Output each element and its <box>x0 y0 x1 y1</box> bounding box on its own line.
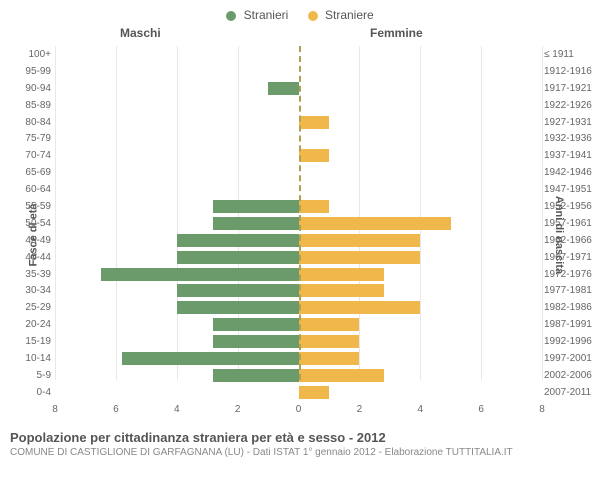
age-label: 0-4 <box>15 387 51 398</box>
bar-male <box>177 301 299 314</box>
bar-female <box>299 217 451 230</box>
x-tick: 6 <box>478 404 484 415</box>
plot-area: Fasce di età Anni di nascita 100+≤ 19119… <box>0 46 600 424</box>
gridline <box>542 46 543 380</box>
bar-female <box>299 386 329 399</box>
bar-male <box>213 200 298 213</box>
column-headers: Maschi Femmine <box>0 26 600 44</box>
pyramid-row: 0-42007-2011 <box>55 384 542 401</box>
bar-female <box>299 116 329 129</box>
x-tick: 2 <box>357 404 363 415</box>
bar-male <box>177 234 299 247</box>
year-label: 1917-1921 <box>544 83 598 94</box>
legend-swatch-male <box>226 11 236 21</box>
year-label: 1922-1926 <box>544 100 598 111</box>
x-tick: 0 <box>296 404 302 415</box>
footer-subtitle: COMUNE DI CASTIGLIONE DI GARFAGNANA (LU)… <box>10 447 590 458</box>
bar-female <box>299 284 384 297</box>
year-label: 1952-1956 <box>544 201 598 212</box>
age-label: 35-39 <box>15 269 51 280</box>
bar-female <box>299 369 384 382</box>
x-axis: 8 6 4 2 0 2 4 6 8 <box>55 404 542 424</box>
age-label: 30-34 <box>15 285 51 296</box>
year-label: 1977-1981 <box>544 285 598 296</box>
legend-item-female: Straniere <box>308 8 374 22</box>
bar-male <box>177 251 299 264</box>
x-tick: 6 <box>113 404 119 415</box>
x-tick: 4 <box>417 404 423 415</box>
year-label: 1912-1916 <box>544 66 598 77</box>
bar-female <box>299 149 329 162</box>
chart-footer: Popolazione per cittadinanza straniera p… <box>0 424 600 458</box>
year-label: 1997-2001 <box>544 353 598 364</box>
rows-container: 100+≤ 191195-991912-191690-941917-192185… <box>55 46 542 402</box>
age-label: 85-89 <box>15 100 51 111</box>
legend-label-male: Stranieri <box>244 8 289 22</box>
bar-female <box>299 200 329 213</box>
bar-female <box>299 301 421 314</box>
x-tick: 8 <box>52 404 58 415</box>
header-male: Maschi <box>120 26 161 40</box>
age-label: 50-54 <box>15 218 51 229</box>
center-line <box>299 46 301 380</box>
year-label: 1957-1961 <box>544 218 598 229</box>
legend-swatch-female <box>308 11 318 21</box>
bar-male <box>213 318 298 331</box>
age-label: 80-84 <box>15 117 51 128</box>
year-label: 1972-1976 <box>544 269 598 280</box>
bar-male <box>268 82 298 95</box>
bar-female <box>299 352 360 365</box>
year-label: ≤ 1911 <box>544 49 598 60</box>
legend: Stranieri Straniere <box>0 0 600 26</box>
legend-label-female: Straniere <box>325 8 374 22</box>
bar-female <box>299 234 421 247</box>
year-label: 1932-1936 <box>544 133 598 144</box>
bar-male <box>213 369 298 382</box>
age-label: 45-49 <box>15 235 51 246</box>
age-label: 20-24 <box>15 319 51 330</box>
age-label: 5-9 <box>15 370 51 381</box>
bar-female <box>299 335 360 348</box>
year-label: 1962-1966 <box>544 235 598 246</box>
footer-title: Popolazione per cittadinanza straniera p… <box>10 430 590 445</box>
age-label: 25-29 <box>15 302 51 313</box>
population-pyramid-chart: Stranieri Straniere Maschi Femmine Fasce… <box>0 0 600 500</box>
bar-male <box>101 268 299 281</box>
x-tick: 8 <box>539 404 545 415</box>
age-label: 55-59 <box>15 201 51 212</box>
bar-female <box>299 251 421 264</box>
x-tick: 2 <box>235 404 241 415</box>
year-label: 1927-1931 <box>544 117 598 128</box>
bar-female <box>299 268 384 281</box>
bar-male <box>213 217 298 230</box>
bar-male <box>177 284 299 297</box>
year-label: 1947-1951 <box>544 184 598 195</box>
age-label: 75-79 <box>15 133 51 144</box>
age-label: 15-19 <box>15 336 51 347</box>
legend-item-male: Stranieri <box>226 8 288 22</box>
bar-male <box>213 335 298 348</box>
x-tick: 4 <box>174 404 180 415</box>
header-female: Femmine <box>370 26 423 40</box>
age-label: 90-94 <box>15 83 51 94</box>
year-label: 1982-1986 <box>544 302 598 313</box>
year-label: 1942-1946 <box>544 167 598 178</box>
year-label: 1987-1991 <box>544 319 598 330</box>
year-label: 2002-2006 <box>544 370 598 381</box>
age-label: 70-74 <box>15 150 51 161</box>
year-label: 1967-1971 <box>544 252 598 263</box>
age-label: 95-99 <box>15 66 51 77</box>
age-label: 65-69 <box>15 167 51 178</box>
year-label: 1937-1941 <box>544 150 598 161</box>
bar-female <box>299 318 360 331</box>
bar-male <box>122 352 299 365</box>
age-label: 10-14 <box>15 353 51 364</box>
year-label: 2007-2011 <box>544 387 598 398</box>
age-label: 100+ <box>15 49 51 60</box>
year-label: 1992-1996 <box>544 336 598 347</box>
bar-area <box>55 384 542 401</box>
age-label: 40-44 <box>15 252 51 263</box>
age-label: 60-64 <box>15 184 51 195</box>
